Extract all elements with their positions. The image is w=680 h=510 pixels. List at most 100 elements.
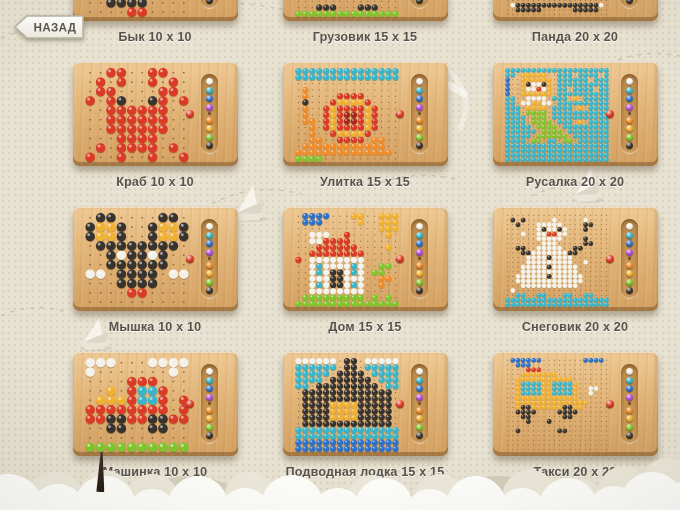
color-tray <box>620 364 638 443</box>
tray-peg-amber <box>625 270 633 277</box>
tray-peg-orange <box>625 261 633 269</box>
pegboard <box>72 352 238 456</box>
level-card[interactable]: Русалка 20 x 20 <box>470 62 680 207</box>
color-tray <box>620 219 638 298</box>
tray-peg-amber <box>415 270 423 277</box>
tray-peg-white <box>205 223 213 230</box>
tray-empty-slot <box>417 112 421 115</box>
tray-peg-purple <box>625 248 633 256</box>
tray-peg-black <box>625 287 633 294</box>
tray-peg-orange <box>205 406 213 414</box>
level-card[interactable]: Машинка 10 x 10 <box>50 352 260 497</box>
level-card[interactable]: Панда 20 x 20 <box>470 0 680 62</box>
tray-peg-green <box>625 278 633 286</box>
color-tray <box>410 0 428 8</box>
tray-peg-amber <box>415 415 423 422</box>
tray-peg-black <box>205 142 213 149</box>
tray-peg-green <box>415 133 423 141</box>
tray-empty-slot <box>207 112 211 115</box>
level-title: Снеговик 20 x 20 <box>521 320 629 334</box>
tray-peg-green <box>415 423 423 431</box>
tray-peg-orange <box>625 406 633 414</box>
tray-peg-white <box>415 78 423 85</box>
loose-red-peg <box>605 400 614 408</box>
back-button[interactable]: НАЗАД <box>13 14 85 45</box>
tray-peg-purple <box>625 103 633 111</box>
level-title: Грузовик 15 x 15 <box>312 30 418 44</box>
tray-peg-green <box>205 133 213 141</box>
color-tray <box>200 74 218 153</box>
tray-peg-amber <box>205 415 213 422</box>
tray-peg-black <box>415 287 423 294</box>
color-tray <box>410 219 428 298</box>
tray-peg-blue <box>205 95 213 102</box>
tray-peg-cyan <box>625 86 633 94</box>
level-title: Русалка 20 x 20 <box>525 175 625 189</box>
tray-peg-cyan <box>205 376 213 384</box>
color-tray <box>410 364 428 443</box>
color-tray <box>200 219 218 298</box>
tray-peg-blue <box>415 385 423 392</box>
tray-peg-white <box>205 78 213 85</box>
level-card[interactable]: Грузовик 15 x 15 <box>260 0 470 62</box>
tray-peg-cyan <box>415 231 423 239</box>
tray-peg-green <box>415 278 423 286</box>
level-title: Подводная лодка 15 x 15 <box>285 465 445 479</box>
level-card[interactable]: Такси 20 x 20 <box>470 352 680 497</box>
pegboard <box>492 62 658 166</box>
level-card[interactable]: Мышка 10 x 10 <box>50 207 260 352</box>
tray-empty-slot <box>627 112 631 115</box>
tray-empty-slot <box>417 257 421 260</box>
loose-red-peg <box>185 255 194 263</box>
color-tray <box>620 0 638 8</box>
cloud-puff <box>0 474 44 510</box>
loose-red-peg <box>185 400 194 408</box>
color-tray <box>410 74 428 153</box>
tray-peg-white <box>625 368 633 375</box>
pegboard <box>492 0 658 21</box>
color-tray <box>200 0 218 8</box>
tray-peg-black <box>415 0 423 4</box>
tray-peg-cyan <box>625 376 633 384</box>
tray-peg-green <box>205 423 213 431</box>
back-button-shape: НАЗАД <box>13 15 84 39</box>
tray-peg-amber <box>205 125 213 132</box>
tray-peg-amber <box>205 270 213 277</box>
tray-peg-black <box>205 287 213 294</box>
tray-empty-slot <box>417 402 421 405</box>
level-card[interactable]: Снеговик 20 x 20 <box>470 207 680 352</box>
tray-peg-black <box>205 432 213 439</box>
tray-peg-blue <box>625 240 633 247</box>
pegboard <box>282 352 448 456</box>
tray-peg-white <box>415 223 423 230</box>
back-button-label: НАЗАД <box>34 23 77 35</box>
pegboard <box>492 352 658 456</box>
level-card[interactable]: Подводная лодка 15 x 15 <box>260 352 470 497</box>
tray-peg-white <box>625 223 633 230</box>
pegboard <box>282 62 448 166</box>
tray-peg-blue <box>205 385 213 392</box>
loose-red-peg <box>395 400 404 408</box>
tray-peg-green <box>625 423 633 431</box>
tray-peg-cyan <box>415 86 423 94</box>
pegboard <box>72 207 238 311</box>
tray-empty-slot <box>627 257 631 260</box>
tray-peg-black <box>625 142 633 149</box>
tray-peg-black <box>625 0 633 4</box>
level-card[interactable]: Улитка 15 x 15 <box>260 62 470 207</box>
tray-peg-blue <box>415 240 423 247</box>
level-title: Улитка 15 x 15 <box>320 175 410 189</box>
loose-red-peg <box>605 110 614 118</box>
tray-empty-slot <box>207 402 211 405</box>
pegboard <box>72 0 238 21</box>
tray-peg-white <box>625 78 633 85</box>
tray-peg-purple <box>415 393 423 401</box>
loose-red-peg <box>605 255 614 263</box>
tray-peg-orange <box>415 116 423 124</box>
level-card[interactable]: Краб 10 x 10 <box>50 62 260 207</box>
tray-empty-slot <box>207 257 211 260</box>
tray-peg-blue <box>205 240 213 247</box>
tray-peg-cyan <box>625 231 633 239</box>
level-card[interactable]: Дом 15 x 15 <box>260 207 470 352</box>
